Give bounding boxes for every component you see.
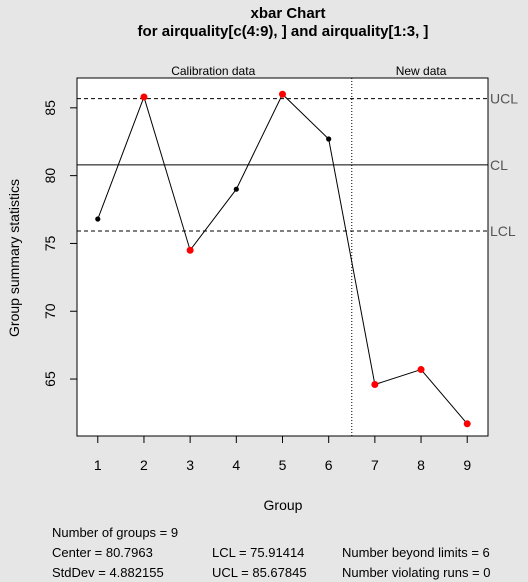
y-tick-label: 85 bbox=[42, 100, 58, 116]
data-point-violation bbox=[417, 366, 425, 374]
stat-lcl: LCL = 75.91414 bbox=[212, 545, 305, 560]
data-point-violation bbox=[371, 380, 379, 388]
x-tick-label: 2 bbox=[140, 457, 148, 473]
data-point-violation bbox=[463, 420, 471, 428]
stat-beyond-limits: Number beyond limits = 6 bbox=[342, 545, 490, 560]
section-label-calibration: Calibration data bbox=[171, 64, 255, 78]
data-point-violation bbox=[140, 93, 148, 101]
x-tick-label: 4 bbox=[232, 457, 240, 473]
x-tick-label: 9 bbox=[463, 457, 471, 473]
limit-label-cl: CL bbox=[490, 157, 508, 173]
data-point bbox=[233, 186, 239, 192]
x-tick-label: 5 bbox=[279, 457, 287, 473]
y-tick-label: 75 bbox=[42, 235, 58, 251]
limit-label-ucl: UCL bbox=[490, 91, 518, 107]
x-tick-label: 1 bbox=[94, 457, 102, 473]
y-tick-label: 70 bbox=[42, 303, 58, 319]
stat-center: Center = 80.7963 bbox=[52, 545, 153, 560]
data-point-violation bbox=[186, 246, 194, 254]
x-tick-label: 7 bbox=[371, 457, 379, 473]
x-tick-label: 8 bbox=[417, 457, 425, 473]
chart-subtitle: for airquality[c(4:9), ] and airquality[… bbox=[138, 23, 429, 40]
stat-stddev: StdDev = 4.882155 bbox=[52, 565, 164, 580]
y-axis-label: Group summary statistics bbox=[6, 179, 22, 337]
stat-number-of-groups: Number of groups = 9 bbox=[52, 525, 179, 540]
stat-violating-runs: Number violating runs = 0 bbox=[342, 565, 491, 580]
x-axis-label: Group bbox=[264, 497, 303, 513]
x-tick-label: 3 bbox=[186, 457, 194, 473]
y-tick-label: 80 bbox=[42, 168, 58, 184]
stat-ucl: UCL = 85.67845 bbox=[212, 565, 307, 580]
data-point bbox=[326, 136, 332, 142]
y-tick-label: 65 bbox=[42, 371, 58, 387]
section-label-new: New data bbox=[396, 64, 447, 78]
plot-area bbox=[77, 78, 488, 436]
data-point bbox=[95, 216, 101, 222]
data-point-violation bbox=[279, 90, 286, 98]
chart-title: xbar Chart bbox=[250, 5, 325, 22]
limit-label-lcl: LCL bbox=[490, 223, 516, 239]
x-tick-label: 6 bbox=[325, 457, 333, 473]
